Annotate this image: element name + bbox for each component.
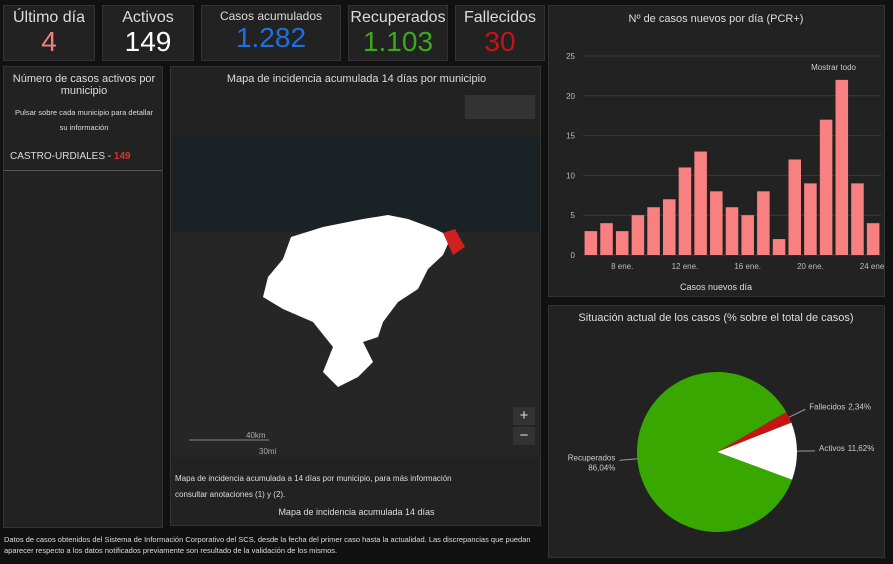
- slice-value: 86,04%: [588, 463, 615, 472]
- map-title: Mapa de incidencia acumulada 14 días por…: [171, 73, 542, 85]
- bar: [836, 80, 849, 255]
- stat-title: Fallecidos: [456, 9, 544, 27]
- bar: [694, 152, 707, 255]
- list-title: Número de casos activos por municipio: [12, 73, 156, 97]
- bar: [647, 207, 660, 255]
- x-tick-label: 12 ene.: [672, 262, 699, 271]
- leader-line: [619, 459, 637, 461]
- bar: [679, 167, 692, 255]
- leader-line: [789, 409, 805, 417]
- scale-mi: 30mi: [259, 447, 276, 456]
- bar: [585, 231, 598, 255]
- zoom-out[interactable]: −: [513, 427, 535, 445]
- map-panel: Mapa de incidencia acumulada 14 días por…: [170, 66, 541, 526]
- bar: [773, 239, 786, 255]
- list-panel: Número de casos activos por municipio Pu…: [3, 66, 163, 528]
- pie-chart: Situación actual de los casos (% sobre e…: [549, 306, 884, 559]
- scale-km: 40km: [246, 431, 266, 440]
- map-caption: Mapa de incidencia acumulada a 14 días p…: [175, 471, 475, 503]
- map-toolbar[interactable]: [465, 95, 535, 119]
- stat-value: 149: [103, 26, 193, 58]
- chart-title: Situación actual de los casos (% sobre e…: [578, 312, 853, 324]
- bar: [600, 223, 613, 255]
- slice-value: 2,34%: [848, 402, 871, 411]
- bar: [616, 231, 629, 255]
- list-item[interactable]: CASTRO-URDIALES - 149: [4, 151, 162, 171]
- stat-title: Último día: [4, 9, 94, 27]
- stat-value: 1.103: [349, 26, 447, 58]
- stat-value: 1.282: [202, 22, 340, 54]
- pie-panel: Situación actual de los casos (% sobre e…: [548, 305, 885, 558]
- x-tick-label: 8 ene.: [611, 262, 633, 271]
- stat-value: 30: [456, 26, 544, 58]
- bar: [741, 215, 754, 255]
- bar: [632, 215, 645, 255]
- map: [173, 137, 539, 457]
- y-tick-label: 25: [566, 52, 575, 61]
- x-axis-label: Casos nuevos día: [680, 282, 752, 292]
- y-tick-label: 5: [571, 211, 576, 220]
- bar: [851, 183, 864, 255]
- bar-panel: Nº de casos nuevos por día (PCR+) Mostrar…: [548, 5, 885, 297]
- bar: [804, 183, 817, 255]
- bar: [663, 199, 676, 255]
- item-value: 149: [114, 151, 131, 162]
- stat-title: Casos acumulados: [202, 9, 340, 23]
- list-subtitle: Pulsar sobre cada municipio para detalla…: [12, 105, 156, 135]
- footer-note: Datos de casos obtenidos del Sistema de …: [4, 534, 542, 556]
- x-tick-label: 16 ene.: [734, 262, 761, 271]
- bar: [726, 207, 739, 255]
- y-tick-label: 15: [566, 132, 575, 141]
- chart-title: Nº de casos nuevos por día (PCR+): [629, 13, 804, 25]
- zoom-in[interactable]: +: [513, 407, 535, 425]
- y-tick-label: 20: [566, 92, 575, 101]
- stat-title: Recuperados: [349, 9, 447, 27]
- y-tick-label: 0: [571, 251, 576, 260]
- slice-name: Activos: [819, 444, 845, 453]
- bar: [757, 191, 770, 255]
- item-separator: -: [108, 151, 111, 162]
- bar: [710, 191, 723, 255]
- slice-name: Fallecidos: [809, 402, 845, 411]
- bar-chart: Nº de casos nuevos por día (PCR+) Mostrar…: [549, 6, 884, 296]
- bar: [867, 223, 880, 255]
- y-tick-label: 10: [566, 171, 575, 180]
- slice-name: Recuperados: [568, 453, 616, 462]
- sea: [173, 137, 539, 232]
- slice-value: 11,62%: [848, 444, 875, 453]
- bar: [788, 159, 801, 255]
- map-footer[interactable]: Mapa de incidencia acumulada 14 días: [171, 507, 542, 517]
- zoom-label: Mostrar todo: [811, 63, 856, 72]
- stat-title: Activos: [103, 9, 193, 27]
- stat-value: 4: [4, 26, 94, 58]
- x-tick-label: 20 ene.: [797, 262, 824, 271]
- item-name: CASTRO-URDIALES: [10, 151, 105, 162]
- bar: [820, 120, 833, 255]
- x-tick-label: 24 ene.: [860, 262, 884, 271]
